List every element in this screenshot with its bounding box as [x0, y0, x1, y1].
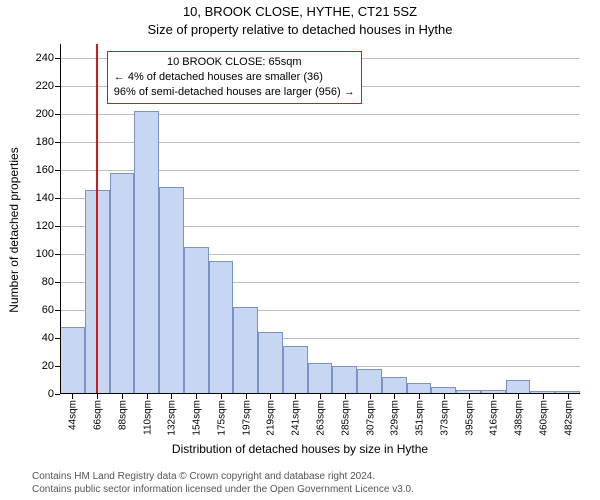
histogram-bar [283, 346, 308, 394]
histogram-bar [134, 111, 159, 394]
xtick-mark [171, 394, 172, 399]
xtick-mark [122, 394, 123, 399]
xtick-mark [469, 394, 470, 399]
xtick-label: 88sqm [115, 400, 128, 430]
annotation-line2: ← 4% of detached houses are smaller (36) [114, 70, 355, 85]
xtick-label: 460sqm [536, 400, 549, 436]
xtick-label: 241sqm [289, 400, 302, 436]
histogram-bar [357, 369, 382, 394]
xtick-mark [196, 394, 197, 399]
xtick-mark [394, 394, 395, 399]
ytick-mark [55, 226, 60, 227]
chart-title-sub: Size of property relative to detached ho… [0, 22, 600, 37]
xtick-label: 351sqm [413, 400, 426, 436]
ytick-mark [55, 338, 60, 339]
y-axis-line [60, 44, 61, 394]
annotation-line3: 96% of semi-detached houses are larger (… [114, 85, 355, 100]
ytick-mark [55, 310, 60, 311]
ytick-mark [55, 198, 60, 199]
ytick-mark [55, 366, 60, 367]
xtick-label: 285sqm [338, 400, 351, 436]
xtick-label: 329sqm [388, 400, 401, 436]
xtick-label: 154sqm [190, 400, 203, 436]
xtick-label: 197sqm [239, 400, 252, 436]
xtick-label: 482sqm [561, 400, 574, 436]
xtick-label: 438sqm [512, 400, 525, 436]
annotation-box: 10 BROOK CLOSE: 65sqm ← 4% of detached h… [107, 51, 362, 104]
xtick-label: 416sqm [487, 400, 500, 436]
attribution-footer: Contains HM Land Registry data © Crown c… [0, 471, 600, 496]
chart-container: { "title_main": "10, BROOK CLOSE, HYTHE,… [0, 0, 600, 500]
x-axis-label: Distribution of detached houses by size … [0, 442, 600, 456]
xtick-mark [270, 394, 271, 399]
xtick-mark [444, 394, 445, 399]
footer-line2: Contains public sector information licen… [32, 484, 600, 497]
ytick-mark [55, 170, 60, 171]
histogram-bar [332, 366, 357, 394]
xtick-mark [221, 394, 222, 399]
xtick-mark [295, 394, 296, 399]
histogram-bar [184, 247, 209, 394]
xtick-mark [493, 394, 494, 399]
xtick-mark [320, 394, 321, 399]
ytick-mark [55, 394, 60, 395]
xtick-label: 110sqm [140, 400, 153, 435]
xtick-mark [97, 394, 98, 399]
histogram-bar [233, 307, 258, 394]
ytick-mark [55, 254, 60, 255]
xtick-label: 307sqm [363, 400, 376, 436]
y-axis-label: Number of detached properties [7, 147, 21, 312]
xtick-label: 132sqm [165, 400, 178, 436]
xtick-mark [370, 394, 371, 399]
xtick-label: 175sqm [214, 400, 227, 436]
xtick-label: 219sqm [264, 400, 277, 436]
xtick-label: 66sqm [91, 400, 104, 430]
axes: 020406080100120140160180200220240 44sqm6… [60, 44, 580, 394]
plot-area: 020406080100120140160180200220240 44sqm6… [60, 44, 580, 394]
xtick-label: 395sqm [462, 400, 475, 436]
histogram-bar [258, 332, 283, 394]
ytick-mark [55, 282, 60, 283]
annotation-line1: 10 BROOK CLOSE: 65sqm [114, 55, 355, 70]
xtick-mark [246, 394, 247, 399]
xtick-label: 373sqm [437, 400, 450, 436]
histogram-bar [506, 380, 531, 394]
xtick-mark [518, 394, 519, 399]
ytick-mark [55, 142, 60, 143]
ytick-mark [55, 114, 60, 115]
ytick-mark [55, 58, 60, 59]
histogram-bar [60, 327, 85, 394]
chart-title-main: 10, BROOK CLOSE, HYTHE, CT21 5SZ [0, 4, 600, 19]
histogram-bar [209, 261, 234, 394]
histogram-bar [308, 363, 333, 394]
xtick-mark [147, 394, 148, 399]
xtick-mark [419, 394, 420, 399]
histogram-bar [159, 187, 184, 394]
xtick-mark [568, 394, 569, 399]
ytick-mark [55, 86, 60, 87]
histogram-bar [382, 377, 407, 394]
reference-marker [96, 44, 98, 394]
xtick-mark [345, 394, 346, 399]
xtick-label: 44sqm [66, 400, 79, 430]
footer-line1: Contains HM Land Registry data © Crown c… [32, 471, 600, 484]
histogram-bar [110, 173, 135, 394]
xtick-mark [543, 394, 544, 399]
xtick-label: 263sqm [314, 400, 327, 436]
xtick-mark [72, 394, 73, 399]
